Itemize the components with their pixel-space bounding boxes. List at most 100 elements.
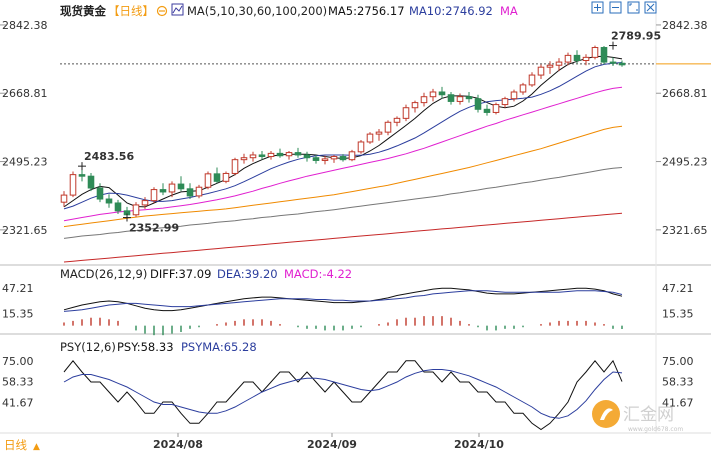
price-annotation-label: 2352.99	[129, 222, 179, 235]
price-tick-left: 2842.38	[2, 19, 48, 32]
candle-body	[177, 183, 185, 190]
instrument-name: 现货黄金	[60, 4, 106, 18]
candle-body	[96, 187, 104, 200]
candle-body	[492, 104, 500, 113]
price-tick-right: 2495.23	[662, 156, 708, 169]
moving-average-lines	[63, 55, 623, 263]
candle-body	[564, 54, 572, 63]
psy-tick-left: 41.67	[2, 396, 34, 409]
candle-body	[411, 102, 419, 109]
candle-body	[168, 183, 176, 193]
macd-diff-label: DIFF:37.09	[150, 267, 211, 281]
ma-line-ma200	[63, 212, 623, 263]
candle-body	[312, 157, 320, 161]
psy-tick-right: 75.00	[662, 355, 694, 368]
candle-body	[357, 141, 365, 153]
candle-body	[591, 47, 599, 58]
candle-body	[510, 91, 518, 100]
psy-tick-left: 58.33	[2, 376, 34, 389]
candle-body	[249, 154, 257, 159]
psy-y-tick-labels: 75.00 75.00 58.33 58.33 41.67 41.67	[2, 355, 694, 410]
price-y-tick-labels: 2842.38 2842.38 2668.81 2668.81 2495.23 2495.…	[0, 19, 708, 237]
candle-body	[474, 98, 482, 110]
candle-body	[240, 157, 248, 161]
expand-icon[interactable]	[627, 1, 640, 14]
candle-body	[582, 56, 590, 62]
plus-square-icon[interactable]	[591, 1, 604, 14]
macd-line-diff	[63, 287, 623, 312]
candle-body	[294, 152, 302, 156]
ma-line-ma30	[63, 86, 623, 222]
candle-body	[348, 151, 356, 161]
ma-settings-icon[interactable]	[171, 3, 184, 16]
candle-body	[609, 61, 617, 64]
psy-tick-left: 75.00	[2, 355, 34, 368]
period-button-label[interactable]: 日线	[4, 438, 27, 452]
candle-body	[231, 159, 239, 174]
price-annotation-label: 2483.56	[84, 150, 134, 163]
macd-tick-left: 15.35	[2, 307, 34, 320]
ma-line-ma60	[63, 125, 623, 228]
price-tick-left: 2321.65	[2, 224, 48, 237]
candle-body	[447, 94, 455, 102]
psyma-value-label: PSYMA:65.28	[181, 340, 257, 354]
macd-dea-label: DEA:39.20	[217, 267, 278, 281]
candle-body	[546, 64, 554, 68]
candle-body	[402, 107, 410, 119]
candle-body	[465, 96, 473, 100]
candle-body	[537, 66, 545, 76]
candle-body	[438, 91, 446, 96]
triangle-up-icon[interactable]: ▲	[33, 442, 40, 452]
macd-lines	[63, 287, 623, 312]
candle-body	[483, 108, 491, 113]
candle-body	[78, 174, 86, 177]
minus-square-icon[interactable]	[609, 1, 622, 14]
candle-body	[528, 74, 536, 86]
psy-tick-right: 41.67	[662, 396, 694, 409]
watermark-url: www.gold678.com	[628, 426, 683, 433]
candle-body	[330, 156, 338, 160]
candle-body	[141, 200, 149, 206]
psy-line-psyma	[63, 369, 623, 419]
price-tick-right: 2321.65	[662, 224, 708, 237]
x-tick-label: 2024/09	[307, 438, 357, 451]
candle-body	[519, 84, 527, 93]
ma-toggle-icon[interactable]	[156, 5, 168, 17]
ma-line-ma5	[63, 55, 623, 208]
price-annotation-label: 2789.95	[611, 30, 661, 43]
candle-body	[105, 198, 113, 204]
candle-body	[384, 121, 392, 133]
psy-title: PSY(12,6)	[60, 340, 116, 354]
candle-body	[258, 154, 266, 158]
price-tick-left: 2668.81	[2, 87, 48, 100]
watermark-name: 汇金网	[623, 405, 674, 425]
x-axis-tick-labels: 2024/08 2024/09 2024/10	[153, 433, 504, 451]
price-tick-left: 2495.23	[2, 156, 48, 169]
candle-body	[429, 91, 437, 98]
candle-body	[114, 202, 122, 212]
ma10-value: MA10:2746.92	[409, 4, 493, 18]
candle-body	[375, 131, 383, 135]
psy-tick-right: 58.33	[662, 376, 694, 389]
candle-body	[456, 96, 464, 102]
candle-body	[150, 189, 158, 202]
ma5-value: MA5:2756.17	[328, 4, 405, 18]
ma-line-ma10	[63, 62, 623, 210]
candle-body	[501, 98, 509, 106]
candle-body	[600, 47, 608, 63]
candle-body	[276, 152, 284, 157]
candle-body	[213, 173, 221, 182]
candle-body	[195, 186, 203, 197]
psy-value-label: PSY:58.33	[117, 340, 174, 354]
period-button[interactable]: 日线 ▲	[4, 438, 40, 452]
period-label[interactable]: 【日线】	[108, 4, 154, 18]
macd-tick-right: 47.21	[662, 282, 694, 295]
ma-more-label: MA	[500, 4, 518, 18]
ma-line-ma100	[63, 167, 623, 239]
psy-lines	[63, 359, 623, 431]
collapse-icon[interactable]	[644, 1, 657, 14]
psy-line-psy	[63, 359, 623, 431]
ma-params-label: MA(5,10,30,60,100,200)	[187, 4, 327, 18]
candle-body	[60, 194, 68, 203]
macd-tick-right: 15.35	[662, 307, 694, 320]
